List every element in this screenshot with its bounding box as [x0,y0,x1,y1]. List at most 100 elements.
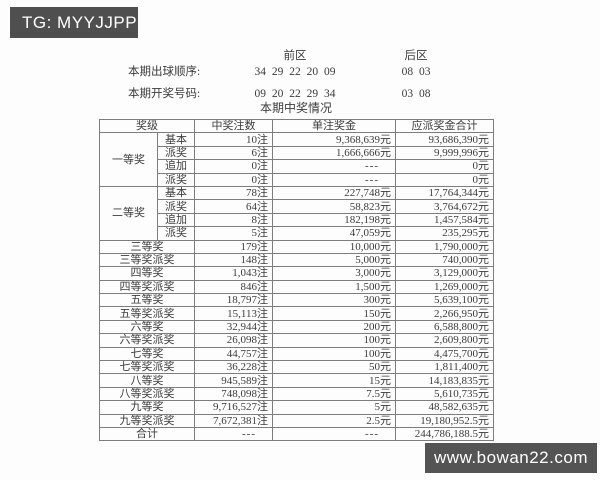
total-row-label: 合计 [99,426,195,442]
total-prize-cell: 3,129,000元 [395,266,494,281]
table-row: 三等奖派奖 148注 5,000元 740,000元 [99,252,494,268]
table-row: 七等奖派奖 36,228注 50元 1,811,400元 [99,360,494,375]
table-row: 四等奖派奖 846注 1,500元 1,269,000元 [99,279,494,295]
count-cell: 26,098注 [194,333,273,348]
single-prize-cell: 100元 [272,346,396,362]
count-cell: 32,944注 [194,319,273,335]
single-prize-cell: 100元 [272,333,396,348]
table-row: 派奖 5注 47,059元 235,295元 [100,226,494,241]
sub-label: 基本 [157,185,195,201]
single-prize-cell: 300元 [272,293,396,308]
table-row: 追加 0注 --- 0元 [100,159,494,174]
prize-level-label: 八等奖派奖 [99,386,195,402]
table-row: 七等奖 44,757注 100元 4,475,700元 [99,346,494,362]
count-cell: 6注 [194,145,273,161]
total-prize-cell: 0元 [395,172,494,187]
single-prize-cell: 2.5元 [272,413,396,428]
total-prize-cell: 0元 [395,159,494,174]
single-prize-cell: 7.5元 [272,386,396,402]
ball-order-back-numbers: 08 03 [401,66,431,78]
prize-level-label: 七等奖 [99,346,195,362]
single-prize-cell: 5元 [272,400,396,415]
prize-group-label: 一等奖 [99,132,158,187]
single-prize-cell: 200元 [272,319,396,335]
single-prize-cell: 10,000元 [272,239,396,254]
total-prize-cell: 4,475,700元 [395,346,494,362]
count-cell: 36,228注 [194,360,273,375]
count-cell: 0注 [194,159,273,174]
count-cell: 44,757注 [194,346,273,362]
single-prize-cell: --- [272,159,396,174]
prize-level-label: 九等奖 [99,400,195,415]
prize-level-label: 九等奖派奖 [99,413,195,428]
total-prize-cell: 5,639,100元 [395,293,494,308]
sub-label: 派奖 [157,199,195,214]
table-row: 五等奖 18,797注 300元 5,639,100元 [99,293,494,308]
total-prize-cell: 9,999,996元 [395,145,494,161]
total-prize-cell: 6,588,800元 [395,319,494,335]
total-prize-cell: 1,457,584元 [395,212,494,228]
winning-numbers-back: 03 08 [401,88,431,100]
prize-table: 奖级 中奖注数 单注奖金 应派奖金合计 一等奖 基本 10注 9,368,639… [99,118,494,442]
single-prize-cell: 1,666,666元 [272,145,396,161]
tg-watermark: TG: MYYJJPP [10,7,138,38]
sub-label: 追加 [157,159,195,174]
table-row: 九等奖派奖 7,672,381注 2.5元 19,180,952.5元 [99,413,494,428]
ball-order-label: 本期出球顺序: [128,66,201,78]
prize-level-label: 五等奖派奖 [99,306,195,321]
table-row: 四等奖 1,043注 3,000元 3,129,000元 [99,266,494,281]
header-count: 中奖注数 [194,118,273,134]
sub-label: 派奖 [157,145,195,161]
count-cell: 748,098注 [194,386,273,402]
count-cell: 846注 [194,279,273,295]
sub-label: 派奖 [157,172,195,187]
count-cell: 179注 [194,239,273,254]
count-cell: 64注 [194,199,273,214]
prize-level-label: 七等奖派奖 [99,360,195,375]
single-prize-cell: 50元 [272,360,396,375]
single-prize-cell: 227,748元 [272,185,396,201]
prize-level-label: 三等奖 [99,239,195,254]
prize-level-label: 五等奖 [99,293,195,308]
single-prize-cell: --- [272,426,396,442]
table-row: 追加 8注 182,198元 1,457,584元 [100,212,494,228]
front-zone-label: 前区 [283,50,307,62]
table-row: 派奖 64注 58,823元 3,764,672元 [100,199,494,214]
total-prize-cell: 235,295元 [395,226,494,241]
header-single: 单注奖金 [272,118,396,134]
total-prize-cell: 14,183,835元 [395,373,494,388]
count-cell: 8注 [194,212,273,228]
single-prize-cell: 1,500元 [272,279,396,295]
sub-label: 追加 [157,212,195,228]
prize-level-label: 四等奖派奖 [99,279,195,295]
table-row: 二等奖 基本 78注 227,748元 17,764,344元 [99,185,494,241]
header-total: 应派奖金合计 [395,118,494,134]
single-prize-cell: 150元 [272,306,396,321]
winning-numbers-label: 本期开奖号码: [128,88,201,100]
prize-level-label: 三等奖派奖 [99,252,195,268]
total-prize-cell: 1,811,400元 [395,360,494,375]
count-cell: 1,043注 [194,266,273,281]
single-prize-cell: 58,823元 [272,199,396,214]
prize-group-label: 二等奖 [99,185,158,241]
table-row: 一等奖 基本 10注 9,368,639元 93,686,390元 [99,132,494,187]
count-cell: 9,716,527注 [194,400,273,415]
count-cell: 0注 [194,172,273,187]
count-cell: 945,589注 [194,373,273,388]
ball-order-front-numbers: 34 29 22 20 09 [254,66,336,78]
header-level: 奖级 [99,118,195,134]
single-prize-cell: 9,368,639元 [272,132,396,147]
total-prize-cell: 2,266,950元 [395,306,494,321]
table-row: 六等奖 32,944注 200元 6,588,800元 [99,319,494,335]
total-prize-cell: 740,000元 [395,252,494,268]
total-prize-cell: 48,582,635元 [395,400,494,415]
total-prize-cell: 93,686,390元 [395,132,494,147]
total-prize-cell: 1,790,000元 [395,239,494,254]
single-prize-cell: 47,059元 [272,226,396,241]
total-prize-cell: 5,610,735元 [395,386,494,402]
table-row: 三等奖 179注 10,000元 1,790,000元 [99,239,494,254]
count-cell: 78注 [194,185,273,201]
table-row: 派奖 6注 1,666,666元 9,999,996元 [100,145,494,161]
total-prize-cell: 3,764,672元 [395,199,494,214]
sub-label: 基本 [157,132,195,147]
